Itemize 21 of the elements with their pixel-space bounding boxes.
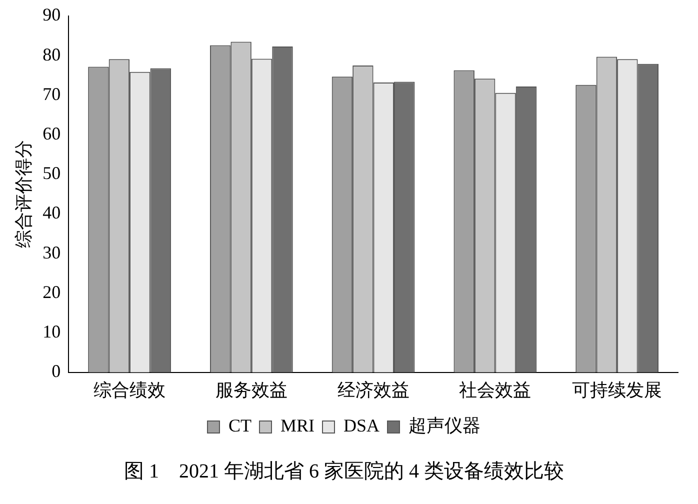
legend-label: CT [228,416,252,436]
text: 图 1 2021 年湖北省 6 家医院的 4 类设备绩效比较 [124,460,564,482]
x-tick-label: 社会效益 [459,380,532,400]
y-tick-label: 40 [42,202,61,223]
y-tick-label: 10 [42,322,61,342]
y-tick-label: 0 [52,361,61,382]
y-tick-label: 50 [42,163,61,184]
legend-label: MRI [280,416,315,436]
y-tick-label: 70 [42,84,61,104]
y-tick-label: 80 [42,44,61,64]
y-tick-label: 30 [42,242,61,262]
y-axis-title: 综合评价得分 [14,140,34,248]
legend-label: DSA [344,416,380,436]
legend-label: 超声仪器 [408,416,481,436]
x-tick-label: 经济效益 [337,380,410,400]
y-tick-label: 20 [42,282,61,302]
x-tick-label: 服务效益 [215,380,288,400]
x-tick-label: 综合绩效 [94,380,166,400]
x-tick-label: 可持续发展 [572,380,662,400]
y-tick-label: 90 [42,4,61,25]
y-tick-label: 60 [42,124,61,144]
